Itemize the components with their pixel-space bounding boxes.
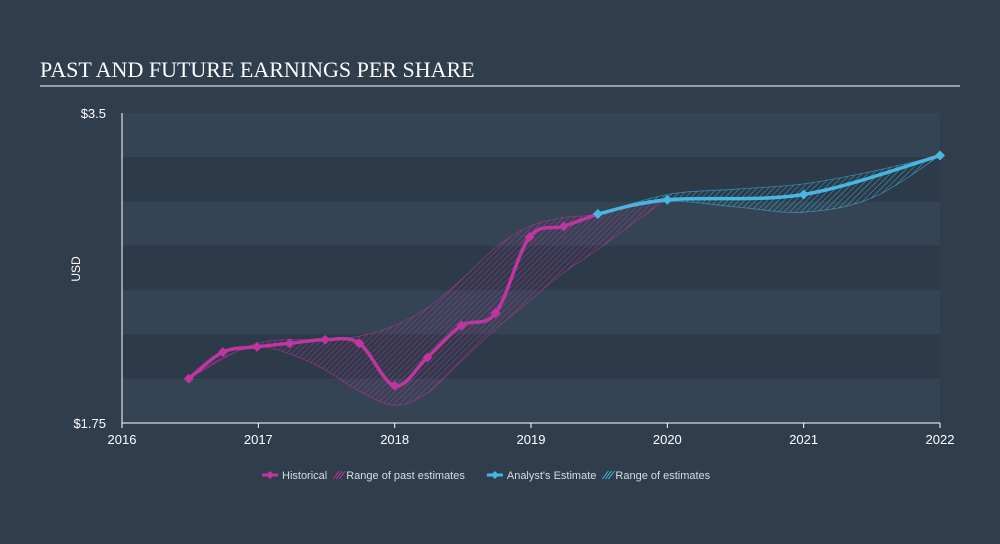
legend: Historical Range of past estimates Analyst…: [262, 470, 711, 482]
axes: 2016 2017 2018 2019 2020 2021 2022 $3.5 $1.75: [73, 106, 954, 447]
historical-point: [354, 338, 365, 349]
legend-label: Historical: [282, 470, 327, 482]
estimate-point: [592, 208, 603, 219]
legend-label: Range of past estimates: [346, 470, 465, 482]
historical-point: [558, 221, 569, 232]
x-tick-label: 2022: [926, 432, 955, 447]
data-series: [183, 150, 945, 391]
historical-point: [320, 334, 331, 345]
legend-diamond-icon: [490, 471, 499, 479]
legend-hatch-icon: [338, 470, 346, 480]
historical-point: [456, 320, 467, 331]
x-tick-label: 2019: [517, 432, 546, 447]
legend-hatch-icon: [607, 470, 615, 480]
x-tick-label: 2016: [108, 432, 137, 447]
historical-point: [389, 380, 400, 391]
grid-band: [122, 113, 940, 158]
legend-hatch-icon: [601, 470, 609, 480]
x-tick-label: 2021: [789, 432, 818, 447]
grid-band: [122, 378, 940, 423]
x-tick-label: 2018: [380, 432, 409, 447]
estimate-point: [662, 194, 673, 205]
legend-label: Analyst's Estimate: [507, 470, 597, 482]
legend-diamond-icon: [266, 471, 274, 479]
historical-point: [217, 347, 228, 358]
y-axis-label: USD: [69, 256, 83, 282]
y-tick-label: $1.75: [73, 416, 106, 431]
legend-hatch-icon: [604, 470, 612, 480]
x-tick-label: 2017: [244, 432, 273, 447]
legend-hatch-icon: [335, 470, 343, 480]
historical-point: [183, 373, 194, 384]
historical-point: [422, 352, 433, 363]
y-tick-label: $3.5: [81, 106, 106, 121]
historical-point: [284, 338, 295, 349]
legend-hatch-icon: [332, 470, 340, 480]
historical-point: [524, 232, 535, 242]
analyst-estimate-line: [596, 153, 942, 216]
grid-band: [122, 334, 940, 379]
legend-label: Range of estimates: [615, 470, 710, 482]
estimate-point: [935, 150, 945, 161]
historical-point: [490, 308, 501, 319]
estimate-point: [798, 189, 809, 200]
historical-point: [251, 341, 262, 352]
x-tick-label: 2020: [653, 432, 682, 447]
chart-title: PAST AND FUTURE EARNINGS PER SHARE: [40, 57, 475, 82]
range-past-estimates: [188, 197, 668, 406]
